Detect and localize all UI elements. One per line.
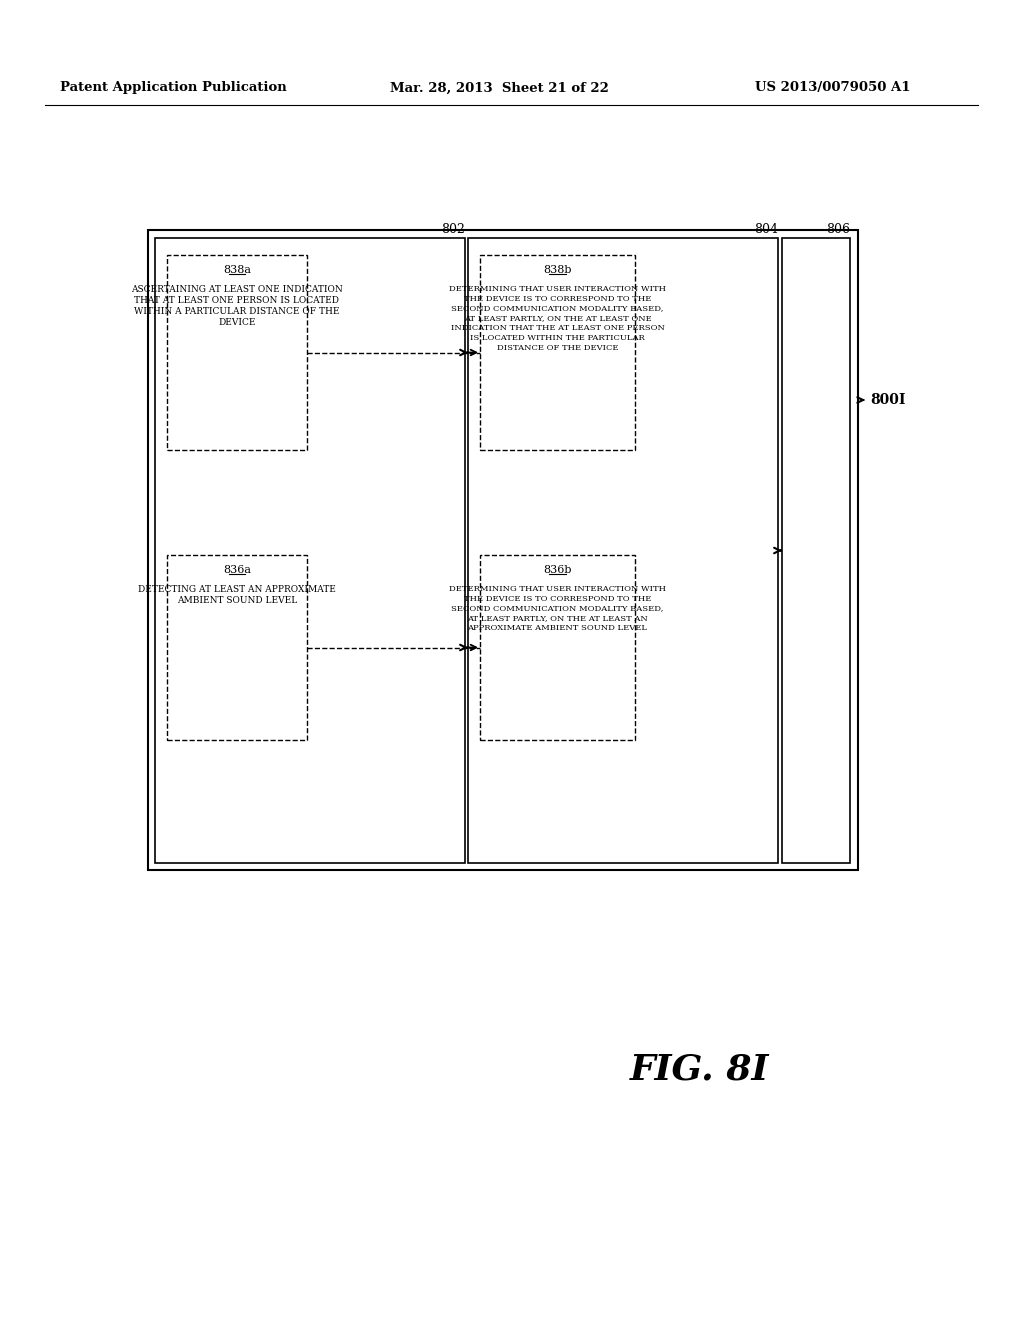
Bar (480, 554, 635, 741)
Text: 838b: 838b (544, 265, 571, 275)
Text: 804: 804 (754, 223, 778, 236)
Bar (782, 238, 850, 863)
Text: US 2013/0079050 A1: US 2013/0079050 A1 (755, 82, 910, 95)
Text: 802: 802 (441, 223, 465, 236)
Text: FIG. 8I: FIG. 8I (631, 1053, 770, 1086)
Text: Mar. 28, 2013  Sheet 21 of 22: Mar. 28, 2013 Sheet 21 of 22 (390, 82, 609, 95)
Text: DETECTING AT LEAST AN APPROXIMATE
AMBIENT SOUND LEVEL: DETECTING AT LEAST AN APPROXIMATE AMBIEN… (138, 585, 336, 605)
Text: ASCERTAINING AT LEAST ONE INDICATION
THAT AT LEAST ONE PERSON IS LOCATED
WITHIN : ASCERTAINING AT LEAST ONE INDICATION THA… (131, 285, 343, 327)
Bar (480, 255, 635, 450)
Bar (468, 238, 778, 863)
Text: 806: 806 (826, 223, 850, 236)
Bar (148, 230, 858, 870)
Text: Patent Application Publication: Patent Application Publication (60, 82, 287, 95)
Text: DETERMINING THAT USER INTERACTION WITH
THE DEVICE IS TO CORRESPOND TO THE
SECOND: DETERMINING THAT USER INTERACTION WITH T… (449, 585, 666, 632)
Bar (167, 255, 307, 450)
Bar (155, 238, 465, 863)
Bar (167, 554, 307, 741)
Text: 800I: 800I (870, 393, 905, 407)
Text: 838a: 838a (223, 265, 251, 275)
Text: 836b: 836b (544, 565, 571, 576)
Text: 836a: 836a (223, 565, 251, 576)
Text: DETERMINING THAT USER INTERACTION WITH
THE DEVICE IS TO CORRESPOND TO THE
SECOND: DETERMINING THAT USER INTERACTION WITH T… (449, 285, 666, 352)
